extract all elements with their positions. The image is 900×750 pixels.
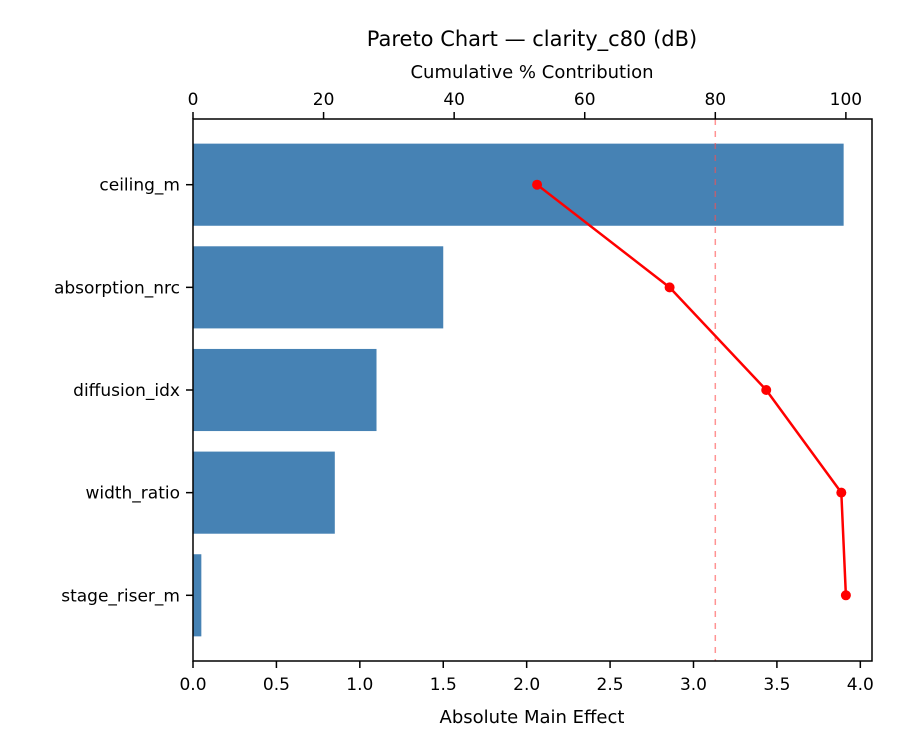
bar-stage_riser_m xyxy=(193,554,202,637)
top-axis-label: Cumulative % Contribution xyxy=(410,62,653,83)
chart-title: Pareto Chart — clarity_c80 (dB) xyxy=(367,27,697,52)
ticks-group: 0.0 0.5 1.0 1.5 2.0 2.5 3.0 3.5 4.0 0 20 40 60 80 100 c… xyxy=(54,90,874,695)
x-tick-label: 3.5 xyxy=(763,675,790,695)
y-tick-label-width_ratio: width_ratio xyxy=(85,484,180,504)
top-tick-label: 60 xyxy=(574,90,596,110)
x-tick-label: 0.0 xyxy=(179,675,206,695)
cumulative-point-stage_riser_m xyxy=(840,590,851,601)
x-tick-label: 4.0 xyxy=(847,675,874,695)
cumulative-point-ceiling_m xyxy=(532,179,543,190)
x-tick-label: 0.5 xyxy=(263,675,290,695)
y-tick-label-absorption_nrc: absorption_nrc xyxy=(54,278,180,298)
bar-absorption_nrc xyxy=(193,246,444,329)
x-tick-label: 2.0 xyxy=(513,675,540,695)
x-tick-label: 3.0 xyxy=(680,675,707,695)
cumulative-line-group xyxy=(532,179,851,601)
bottom-axis-label: Absolute Main Effect xyxy=(440,707,625,728)
y-tick-label-stage_riser_m: stage_riser_m xyxy=(61,586,180,606)
x-tick-label: 1.5 xyxy=(430,675,457,695)
cumulative-line xyxy=(535,183,848,597)
cumulative-point-diffusion_idx xyxy=(761,385,772,395)
bar-diffusion_idx xyxy=(193,348,377,432)
y-tick-label-diffusion_idx: diffusion_idx xyxy=(73,381,180,401)
x-tick-label: 1.0 xyxy=(346,675,373,695)
top-tick-label: 80 xyxy=(704,90,726,110)
bar-ceiling_m xyxy=(193,143,844,226)
top-tick-label: 100 xyxy=(830,90,862,110)
bar-width_ratio xyxy=(193,451,335,534)
x-tick-label: 2.5 xyxy=(597,675,624,695)
top-tick-label: 40 xyxy=(443,90,465,110)
bars-group xyxy=(193,143,844,637)
y-tick-label-ceiling_m: ceiling_m xyxy=(99,176,180,196)
top-tick-label: 0 xyxy=(188,90,199,110)
cumulative-point-width_ratio xyxy=(836,487,847,498)
top-tick-label: 20 xyxy=(313,90,335,110)
cumulative-point-absorption_nrc xyxy=(664,282,675,293)
